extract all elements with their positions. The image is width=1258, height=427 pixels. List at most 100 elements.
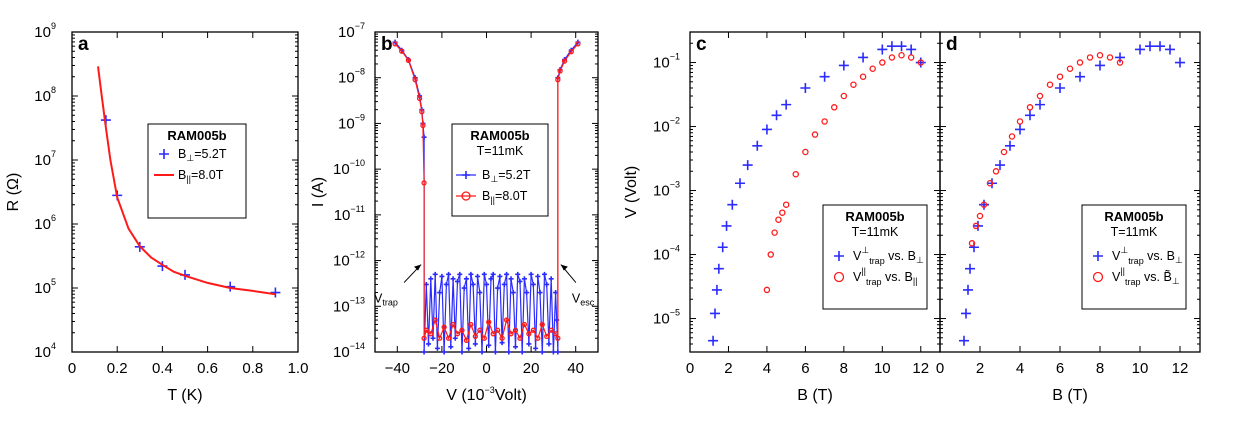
data-point: [517, 278, 523, 284]
data-point: [917, 59, 925, 66]
y-tick-label: 10−1: [653, 52, 680, 72]
data-point: [432, 271, 438, 277]
annotation-part: V: [374, 292, 383, 306]
data-point: [1046, 81, 1054, 88]
data-point: [838, 60, 849, 71]
data-point: [1055, 83, 1065, 94]
data-point: [539, 349, 545, 355]
legend-subtitle: T=11mK: [852, 225, 899, 239]
x-tick-label: 10: [874, 360, 891, 377]
x-tick-label: 8: [1096, 360, 1104, 377]
y-tick-base: 10: [34, 152, 51, 169]
data-point: [521, 276, 527, 282]
data-point: [459, 349, 465, 355]
data-point: [535, 335, 541, 341]
data-point: [432, 317, 438, 323]
data-point: [421, 335, 427, 341]
x-tick-label: 20: [523, 360, 540, 377]
data-point: [477, 290, 483, 296]
x-tick-label: 10: [1132, 360, 1149, 377]
data-point: [428, 331, 434, 337]
y-tick-exponent: 4: [51, 341, 56, 351]
legend-label: V||trap vs. B||: [853, 266, 918, 287]
x-label-exponent: −3: [484, 385, 494, 395]
data-point: [767, 251, 775, 258]
data-point: [1016, 118, 1024, 125]
legend-label-part: ||: [186, 174, 191, 184]
data-point: [416, 95, 423, 102]
data-point: [446, 271, 452, 277]
data-point: [877, 44, 888, 55]
data-point: [481, 335, 487, 341]
y-tick-label: 10−3: [653, 180, 680, 200]
legend-label-part: ⊥: [186, 153, 194, 163]
y-tick-exponent: −9: [355, 112, 365, 122]
y-tick-label: 10−14: [333, 341, 365, 361]
data-point: [443, 281, 449, 287]
panel-b: −40 −20 0 20 4010−1410−1310−1210−1110−1010−9…: [310, 21, 599, 404]
plot-series-group: [97, 66, 281, 298]
data-point: [445, 335, 452, 341]
data-point: [270, 287, 281, 298]
x-tick-label: 2: [724, 360, 732, 377]
data-point: [490, 331, 496, 337]
y-tick-base: 10: [34, 88, 51, 105]
data-point: [771, 229, 778, 236]
data-point: [717, 242, 728, 253]
data-point: [517, 335, 523, 341]
y-tick-exponent: −3: [670, 180, 680, 190]
data-point: [504, 271, 510, 277]
data-point: [568, 49, 574, 55]
data-point: [448, 344, 454, 350]
data-point: [708, 335, 719, 346]
legend-box: [822, 204, 928, 310]
data-point: [972, 222, 980, 230]
legend-title: RAM005b: [1104, 209, 1163, 224]
data-point: [1075, 71, 1085, 82]
data-point: [437, 290, 443, 296]
annotation-part: esc: [580, 298, 595, 308]
data-point: [980, 201, 988, 208]
data-point: [834, 251, 844, 261]
y-tick-label: 10−10: [333, 158, 365, 178]
y-tick-exponent: −12: [350, 250, 365, 260]
data-point: [519, 349, 525, 355]
plot-series-group: [392, 39, 581, 355]
data-point: [763, 286, 771, 294]
data-point: [461, 191, 471, 201]
y-tick-exponent: −10: [350, 158, 365, 168]
legend-label-part: ⊥: [1172, 276, 1180, 286]
x-tick-label: 0: [686, 360, 694, 377]
data-point: [963, 284, 973, 295]
legend-label: B||=8.0T: [482, 189, 528, 205]
data-point: [1135, 44, 1145, 55]
x-tick-label: 0: [68, 360, 76, 377]
y-tick-label: 10−9: [338, 112, 365, 132]
data-point: [752, 140, 763, 151]
y-tick-exponent: −7: [355, 21, 365, 31]
data-point: [461, 285, 467, 291]
x-axis-label: B (T): [797, 387, 833, 404]
x-label-part: V (10: [446, 387, 484, 404]
data-point: [779, 209, 786, 216]
data-point: [557, 68, 563, 74]
x-tick-label: 12: [1172, 360, 1189, 377]
data-point: [472, 341, 478, 347]
data-point: [1025, 110, 1035, 121]
panel-label: a: [78, 34, 89, 55]
data-point: [1008, 133, 1016, 140]
data-point: [470, 281, 476, 287]
data-point: [771, 110, 782, 121]
legend-label-part: ||: [490, 195, 495, 205]
data-point: [1026, 104, 1034, 111]
data-point: [1115, 52, 1125, 63]
legend-label-part: ⊥: [916, 255, 924, 265]
data-point: [1092, 271, 1104, 283]
y-tick-label: 10−5: [653, 308, 680, 328]
data-point: [775, 216, 782, 223]
y-tick-base: 10: [338, 70, 355, 87]
data-point: [792, 170, 800, 178]
x-tick-label: −40: [385, 360, 410, 377]
